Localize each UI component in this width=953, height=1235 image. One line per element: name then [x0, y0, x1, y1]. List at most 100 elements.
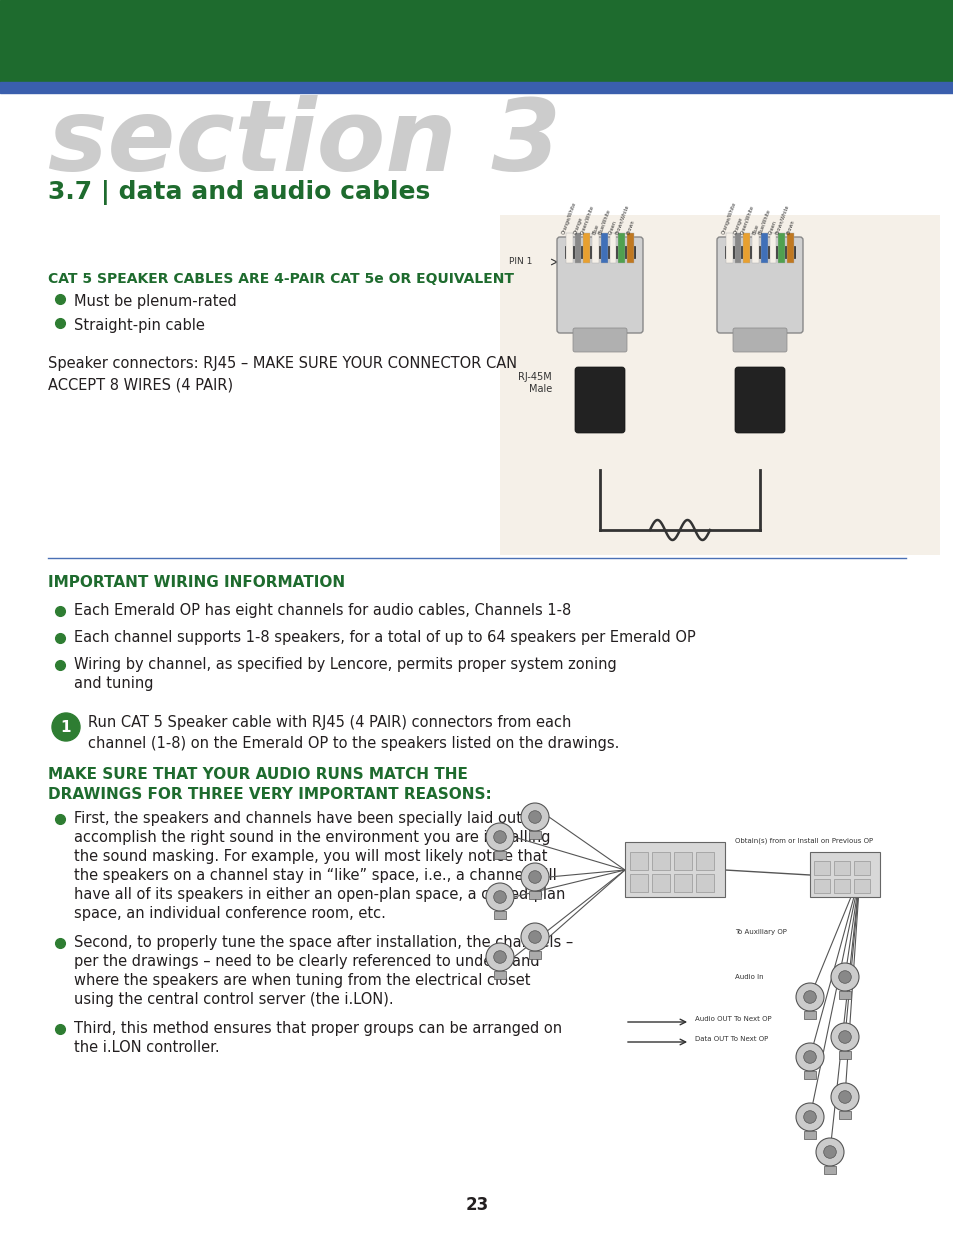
Text: the i.LON controller.: the i.LON controller. — [74, 1040, 219, 1055]
Text: Straight-pin cable: Straight-pin cable — [74, 317, 205, 333]
Text: RJ-45M
Male: RJ-45M Male — [517, 372, 552, 394]
Bar — [673, 874, 691, 892]
Text: 23: 23 — [465, 1195, 488, 1214]
Circle shape — [830, 1083, 858, 1112]
Text: To Auxiliary OP: To Auxiliary OP — [734, 929, 786, 935]
Bar — [696, 874, 713, 892]
Bar — [803, 1011, 815, 1019]
Circle shape — [528, 931, 540, 944]
Text: using the central control server (the i.LON).: using the central control server (the i.… — [74, 992, 394, 1007]
Text: Blue/White: Blue/White — [597, 207, 611, 235]
Circle shape — [520, 863, 548, 890]
Bar — [529, 831, 540, 839]
Text: Green: Green — [608, 220, 618, 235]
Text: Must be plenum-rated: Must be plenum-rated — [74, 294, 236, 309]
Text: and tuning: and tuning — [74, 676, 153, 692]
Text: Blue/White: Blue/White — [757, 207, 771, 235]
Text: IMPORTANT WIRING INFORMATION: IMPORTANT WIRING INFORMATION — [48, 576, 345, 590]
Bar — [574, 233, 581, 263]
Text: Blue: Blue — [591, 224, 599, 235]
Text: Audio OUT To Next OP: Audio OUT To Next OP — [695, 1016, 771, 1023]
Bar — [0, 0, 953, 82]
Circle shape — [52, 713, 80, 741]
Bar — [651, 852, 669, 869]
Text: per the drawings – need to be clearly referenced to understand: per the drawings – need to be clearly re… — [74, 953, 539, 969]
Text: Speaker connectors: RJ45 – MAKE SURE YOUR CONNECTOR CAN
ACCEPT 8 WIRES (4 PAIR): Speaker connectors: RJ45 – MAKE SURE YOU… — [48, 356, 517, 391]
Bar — [813, 861, 829, 876]
Text: space, an individual conference room, etc.: space, an individual conference room, et… — [74, 906, 385, 921]
Bar — [624, 842, 724, 897]
Circle shape — [822, 1146, 836, 1158]
Bar — [626, 233, 634, 263]
Circle shape — [494, 951, 506, 963]
Text: MAKE SURE THAT YOUR AUDIO RUNS MATCH THE
DRAWINGS FOR THREE VERY IMPORTANT REASO: MAKE SURE THAT YOUR AUDIO RUNS MATCH THE… — [48, 767, 491, 802]
Bar — [778, 233, 784, 263]
Circle shape — [802, 1110, 816, 1124]
Text: Run CAT 5 Speaker cable with RJ45 (4 PAIR) connectors from each
channel (1-8) on: Run CAT 5 Speaker cable with RJ45 (4 PAI… — [88, 715, 618, 751]
Text: PIN 1: PIN 1 — [508, 258, 532, 267]
Bar — [673, 852, 691, 869]
Text: Orange/White: Orange/White — [560, 201, 577, 235]
Bar — [803, 1071, 815, 1079]
Bar — [734, 233, 740, 263]
FancyBboxPatch shape — [573, 329, 626, 352]
Text: accomplish the right sound in the environment you are installing: accomplish the right sound in the enviro… — [74, 830, 550, 845]
Text: Green/White: Green/White — [739, 204, 754, 235]
Circle shape — [494, 890, 506, 903]
Bar — [494, 971, 505, 979]
Text: 3.7 | data and audio cables: 3.7 | data and audio cables — [48, 180, 430, 205]
Bar — [651, 874, 669, 892]
Text: 1: 1 — [61, 720, 71, 735]
FancyBboxPatch shape — [717, 237, 802, 333]
Circle shape — [838, 1031, 850, 1044]
Text: Obtain(s) from or Install on Previous OP: Obtain(s) from or Install on Previous OP — [734, 837, 872, 844]
Text: Second, to properly tune the space after installation, the channels –: Second, to properly tune the space after… — [74, 935, 573, 950]
Bar — [725, 233, 732, 263]
Circle shape — [520, 923, 548, 951]
FancyBboxPatch shape — [575, 367, 624, 433]
Bar — [839, 1051, 850, 1058]
Text: Orange: Orange — [732, 216, 742, 235]
FancyBboxPatch shape — [557, 237, 642, 333]
Text: Blue: Blue — [751, 224, 759, 235]
Bar — [0, 82, 953, 93]
Bar — [696, 852, 713, 869]
Bar — [592, 233, 598, 263]
Text: Green: Green — [767, 220, 778, 235]
Bar — [813, 879, 829, 893]
Text: Wiring by channel, as specified by Lencore, permits proper system zoning: Wiring by channel, as specified by Lenco… — [74, 657, 616, 672]
Circle shape — [485, 823, 514, 851]
Circle shape — [494, 831, 506, 844]
Bar — [853, 879, 869, 893]
Text: First, the speakers and channels have been specially laid out to: First, the speakers and channels have be… — [74, 811, 540, 826]
Bar — [565, 233, 572, 263]
FancyBboxPatch shape — [734, 367, 784, 433]
Text: Third, this method ensures that proper groups can be arranged on: Third, this method ensures that proper g… — [74, 1021, 561, 1036]
FancyBboxPatch shape — [732, 329, 786, 352]
Bar — [839, 1112, 850, 1119]
Bar — [803, 1131, 815, 1139]
Bar — [629, 852, 647, 869]
Text: Each channel supports 1-8 speakers, for a total of up to 64 speakers per Emerald: Each channel supports 1-8 speakers, for … — [74, 630, 695, 645]
Bar — [760, 233, 767, 263]
Bar — [499, 215, 939, 555]
Circle shape — [485, 883, 514, 911]
Bar — [752, 233, 759, 263]
Bar — [833, 861, 849, 876]
Text: Green/White: Green/White — [578, 204, 594, 235]
Bar — [529, 951, 540, 960]
Text: Data OUT To Next OP: Data OUT To Next OP — [695, 1036, 767, 1042]
Text: Audio In: Audio In — [734, 974, 762, 981]
Circle shape — [795, 983, 823, 1011]
Bar — [839, 990, 850, 999]
Circle shape — [802, 990, 816, 1003]
Bar — [583, 233, 590, 263]
Bar — [853, 861, 869, 876]
Text: Orange: Orange — [572, 216, 583, 235]
Bar — [609, 233, 616, 263]
Bar — [823, 1166, 835, 1174]
Text: CAT 5 SPEAKER CABLES ARE 4-PAIR CAT 5e OR EQUIVALENT: CAT 5 SPEAKER CABLES ARE 4-PAIR CAT 5e O… — [48, 272, 514, 287]
Text: Brown/White: Brown/White — [773, 204, 789, 235]
Text: the speakers on a channel stay in “like” space, i.e., a channel will: the speakers on a channel stay in “like”… — [74, 868, 557, 883]
Bar — [833, 879, 849, 893]
